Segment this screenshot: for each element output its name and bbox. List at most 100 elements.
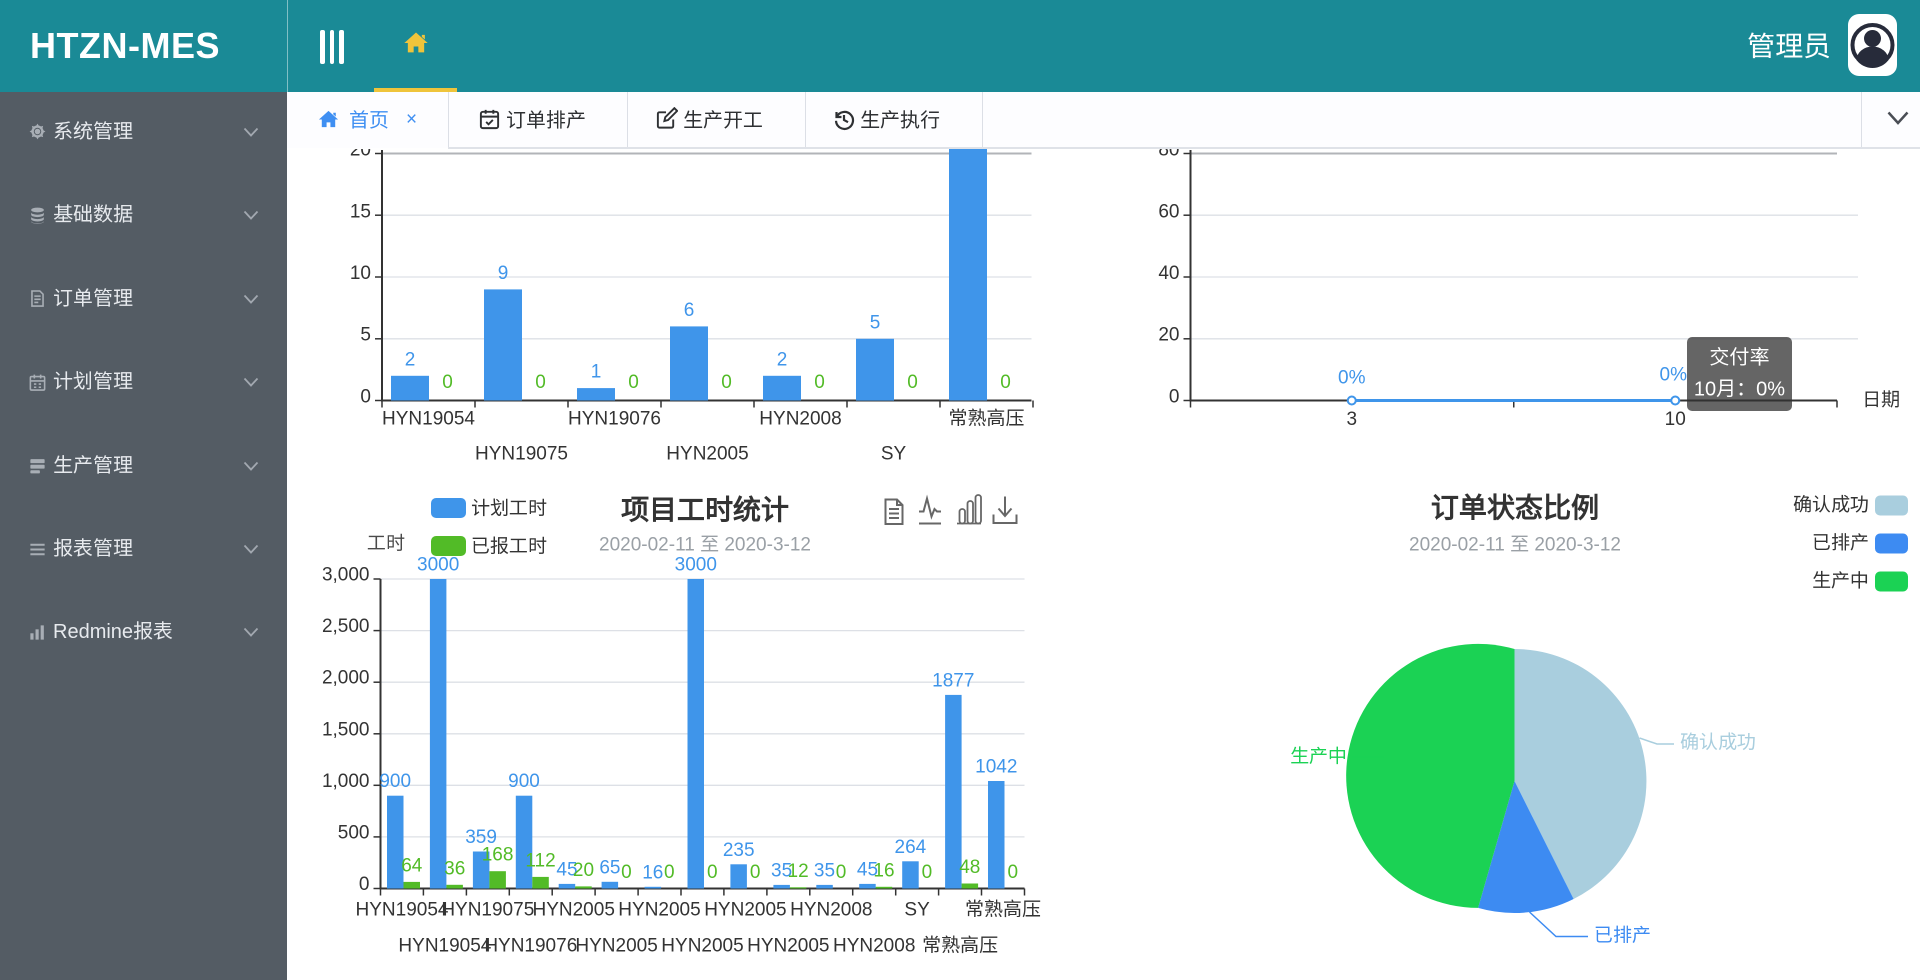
svg-text:48: 48 <box>959 857 980 878</box>
svg-text:HYN2008: HYN2008 <box>790 900 872 921</box>
svg-text:常熟高压: 常熟高压 <box>948 408 1024 430</box>
svg-text:0: 0 <box>360 387 371 408</box>
svg-text:常熟高压: 常熟高压 <box>922 935 998 957</box>
svg-text:SY: SY <box>904 900 930 921</box>
svg-text:2020-02-11 至 2020-3-12: 2020-02-11 至 2020-3-12 <box>1409 535 1621 556</box>
svg-text:40: 40 <box>1158 263 1179 284</box>
svg-text:0: 0 <box>1008 862 1019 883</box>
svg-text:HYN2005: HYN2005 <box>618 900 700 921</box>
svg-text:1877: 1877 <box>932 670 974 691</box>
svg-text:60: 60 <box>1158 201 1179 222</box>
svg-text:9: 9 <box>498 263 509 284</box>
svg-text:20: 20 <box>1158 325 1179 346</box>
svg-text:常熟高压: 常熟高压 <box>965 899 1041 921</box>
svg-text:16: 16 <box>873 860 894 881</box>
svg-text:生产中: 生产中 <box>1290 747 1347 768</box>
svg-text:2,500: 2,500 <box>322 616 370 637</box>
svg-text:16: 16 <box>642 862 663 883</box>
svg-text:0: 0 <box>1000 372 1011 393</box>
svg-text:已排产: 已排产 <box>1812 533 1869 554</box>
svg-text:0: 0 <box>922 862 933 883</box>
svg-text:0: 0 <box>628 372 639 393</box>
svg-text:0: 0 <box>621 862 632 883</box>
svg-text:HYN19054: HYN19054 <box>398 936 491 957</box>
svg-text:HYN2005: HYN2005 <box>747 936 829 957</box>
svg-text:0: 0 <box>442 372 453 393</box>
svg-text:已排产: 已排产 <box>1594 926 1651 947</box>
svg-text:确认成功: 确认成功 <box>1793 494 1869 516</box>
svg-text:80: 80 <box>1158 149 1179 161</box>
svg-text:0: 0 <box>907 372 918 393</box>
svg-text:10: 10 <box>1665 409 1686 430</box>
svg-text:HYN2008: HYN2008 <box>833 936 915 957</box>
svg-text:64: 64 <box>401 855 423 876</box>
svg-text:5: 5 <box>870 312 881 333</box>
svg-text:10: 10 <box>350 263 371 284</box>
svg-text:0: 0 <box>1169 387 1180 408</box>
svg-text:0: 0 <box>664 862 675 883</box>
svg-text:2: 2 <box>405 349 416 370</box>
svg-text:HYN2005: HYN2005 <box>666 444 748 465</box>
svg-text:HYN2005: HYN2005 <box>575 936 657 957</box>
svg-text:36: 36 <box>444 858 465 879</box>
svg-text:SY: SY <box>881 444 907 465</box>
svg-text:900: 900 <box>379 771 411 792</box>
svg-text:3,000: 3,000 <box>322 565 370 586</box>
svg-text:HYN19054: HYN19054 <box>356 900 449 921</box>
svg-text:1: 1 <box>591 362 602 383</box>
svg-text:工时: 工时 <box>367 534 405 555</box>
svg-text:900: 900 <box>508 771 540 792</box>
svg-text:0%: 0% <box>1338 368 1366 389</box>
svg-text:10月：0%: 10月：0% <box>1694 379 1785 401</box>
svg-text:1,500: 1,500 <box>322 719 370 740</box>
svg-text:20: 20 <box>350 149 371 161</box>
svg-text:生产中: 生产中 <box>1812 571 1869 592</box>
svg-text:65: 65 <box>599 857 620 878</box>
svg-text:0%: 0% <box>1660 365 1688 386</box>
svg-text:计划工时: 计划工时 <box>471 498 547 520</box>
svg-text:HYN2005: HYN2005 <box>533 900 615 921</box>
svg-text:HYN2005: HYN2005 <box>661 936 743 957</box>
svg-text:0: 0 <box>836 862 847 883</box>
svg-text:235: 235 <box>723 840 755 861</box>
svg-text:359: 359 <box>465 827 497 848</box>
svg-text:0: 0 <box>721 372 732 393</box>
svg-text:交付率: 交付率 <box>1710 347 1770 369</box>
svg-text:112: 112 <box>525 850 555 871</box>
svg-text:20: 20 <box>573 860 594 881</box>
svg-text:HYN2008: HYN2008 <box>759 409 841 430</box>
svg-text:HYN19076: HYN19076 <box>484 936 577 957</box>
svg-text:2,000: 2,000 <box>322 668 370 689</box>
svg-text:35: 35 <box>814 860 835 881</box>
svg-text:0: 0 <box>535 372 546 393</box>
svg-text:确认成功: 确认成功 <box>1680 732 1756 754</box>
svg-text:45: 45 <box>556 859 577 880</box>
svg-text:已报工时: 已报工时 <box>471 537 547 558</box>
svg-text:日期: 日期 <box>1862 390 1900 411</box>
svg-text:500: 500 <box>338 822 370 843</box>
svg-text:5: 5 <box>360 325 371 346</box>
svg-text:1,000: 1,000 <box>322 771 370 792</box>
svg-text:168: 168 <box>482 845 514 866</box>
svg-text:HYN19075: HYN19075 <box>475 444 568 465</box>
svg-text:1042: 1042 <box>975 757 1017 778</box>
svg-text:0: 0 <box>707 862 718 883</box>
svg-text:3: 3 <box>1346 409 1357 430</box>
svg-text:35: 35 <box>771 860 792 881</box>
svg-text:2020-02-11 至 2020-3-12: 2020-02-11 至 2020-3-12 <box>599 535 811 556</box>
svg-text:3000: 3000 <box>417 555 459 576</box>
svg-text:HYN19075: HYN19075 <box>441 900 534 921</box>
svg-text:3000: 3000 <box>675 555 717 576</box>
svg-text:6: 6 <box>684 300 695 321</box>
svg-text:0: 0 <box>750 862 761 883</box>
svg-text:HYN2005: HYN2005 <box>704 900 786 921</box>
svg-text:0: 0 <box>359 874 370 895</box>
svg-text:2: 2 <box>777 349 788 370</box>
svg-text:12: 12 <box>788 861 809 882</box>
svg-text:264: 264 <box>895 837 927 858</box>
svg-text:45: 45 <box>857 859 878 880</box>
svg-text:HYN19076: HYN19076 <box>568 409 661 430</box>
svg-text:项目工时统计: 项目工时统计 <box>621 495 789 526</box>
svg-text:订单状态比例: 订单状态比例 <box>1431 493 1599 524</box>
svg-text:0: 0 <box>814 372 825 393</box>
